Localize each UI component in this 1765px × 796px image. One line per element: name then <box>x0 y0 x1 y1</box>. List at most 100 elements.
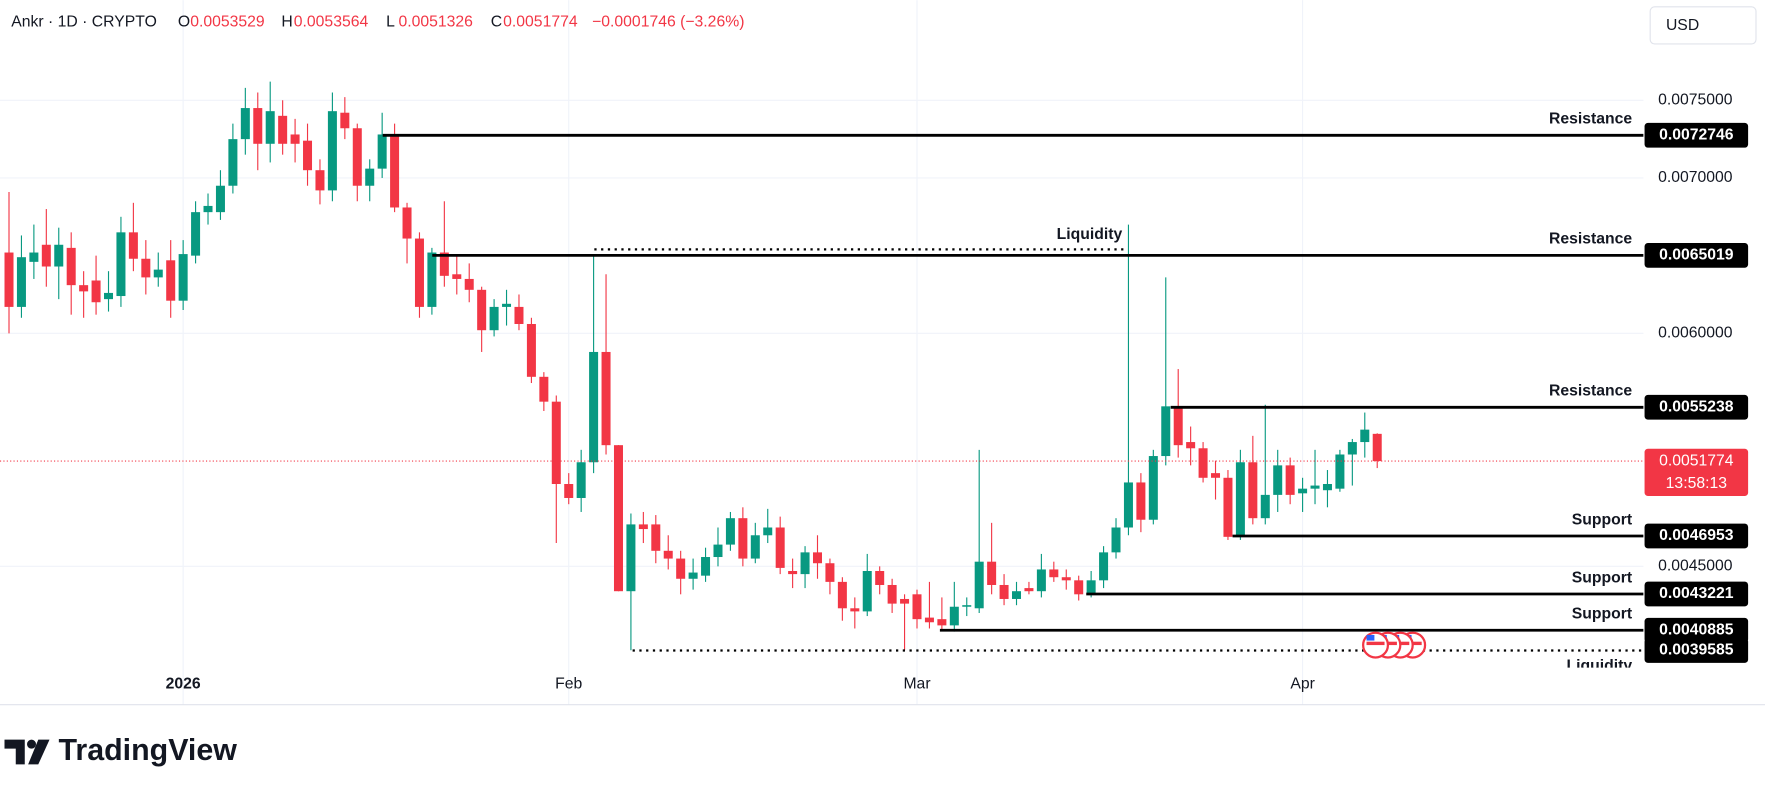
candle-body <box>1223 477 1233 537</box>
candle-body <box>402 207 412 239</box>
candle-body <box>626 524 636 592</box>
event-icon-canton <box>1366 634 1375 641</box>
candle-body <box>303 140 313 171</box>
candle-body <box>16 257 26 307</box>
candle-body <box>66 247 76 286</box>
candle-body <box>887 584 897 604</box>
price-box <box>1644 581 1749 607</box>
last-price-label: 0.0051774 <box>1659 452 1734 469</box>
candle-body <box>663 550 673 559</box>
last-price-box <box>1644 448 1749 497</box>
candle-body <box>912 594 922 620</box>
ohlc-key: H <box>281 14 292 31</box>
candle-body <box>390 134 400 208</box>
candle-body <box>837 581 847 609</box>
candle-body <box>713 544 723 558</box>
candle-body <box>999 584 1009 599</box>
candle-body <box>1061 577 1071 581</box>
candle-body <box>1260 494 1270 519</box>
candle-body <box>91 280 101 303</box>
candle-body <box>763 527 773 536</box>
plot-area: Resistance Resistance Resistance Support Sup… <box>0 81 1644 668</box>
candle-body <box>1372 433 1382 462</box>
ohlc-value: 0.0051774 <box>503 14 578 31</box>
price-box <box>1644 394 1749 420</box>
candle-body <box>539 376 549 402</box>
price-axis: 0.0075000 0.0070000 0.0060000 0.0045000 <box>1658 91 1733 574</box>
candle-body <box>315 170 325 191</box>
price-box <box>1644 242 1749 268</box>
candle-body <box>1099 552 1109 581</box>
candle-body <box>215 185 225 213</box>
candle-body <box>191 212 201 256</box>
candle-body <box>340 112 350 129</box>
candle-body <box>1049 569 1059 578</box>
ohlc-key: O <box>178 14 190 31</box>
currency-button[interactable] <box>1649 6 1757 45</box>
symbol: Ankr · 1D · CRYPTO <box>11 14 157 31</box>
candle-body <box>1111 527 1121 553</box>
price-box <box>1644 523 1749 549</box>
y-tick-label: 0.0045000 <box>1658 557 1733 574</box>
candle-body <box>613 445 623 592</box>
candle-body <box>788 571 798 575</box>
candle-body <box>1235 462 1245 537</box>
candle-body <box>104 292 114 300</box>
candle-body <box>1074 580 1084 595</box>
candle-body <box>1310 485 1320 489</box>
candle-body <box>365 168 375 186</box>
candle-body <box>551 401 561 485</box>
candle-body <box>688 572 698 579</box>
candle-body <box>862 571 872 612</box>
candle-body <box>937 619 947 626</box>
candle-body <box>1248 462 1258 519</box>
candle-body <box>1036 569 1046 592</box>
candle-body <box>290 134 300 144</box>
candle-body <box>701 557 711 576</box>
candle-body <box>514 306 524 324</box>
price-label: 0.0040885 <box>1659 621 1734 638</box>
liquidity-label: Liquidity <box>1057 226 1123 243</box>
level-label: Resistance <box>1549 383 1632 400</box>
ohlc-value: 0.0053564 <box>294 14 369 31</box>
candle-body <box>526 323 536 377</box>
candle-body <box>974 561 984 609</box>
candle-body <box>377 134 387 169</box>
candle-body <box>4 252 14 307</box>
candle-body <box>502 303 512 307</box>
candle-body <box>54 244 64 267</box>
candle-body <box>850 608 860 612</box>
candle-body <box>1024 588 1034 592</box>
currency[interactable]: USD <box>1666 17 1699 34</box>
candle-body <box>1285 465 1295 495</box>
candle-body <box>489 306 499 331</box>
candle-body <box>987 561 997 585</box>
candle-body <box>327 111 337 191</box>
candle-body <box>589 351 599 463</box>
candle-body <box>576 462 586 498</box>
logo-icon <box>4 739 50 765</box>
candle-body <box>240 108 250 140</box>
candle-body <box>153 269 163 278</box>
candle-body <box>676 558 686 579</box>
candle-body <box>1161 406 1171 457</box>
candle-body <box>1136 482 1146 520</box>
level-label: Resistance <box>1549 231 1632 248</box>
event-icon-stripe <box>1366 641 1385 646</box>
price-label: 0.0043221 <box>1659 585 1734 602</box>
candle-body <box>141 258 151 278</box>
y-tick-label: 0.0060000 <box>1658 324 1733 341</box>
candle-body <box>452 274 462 279</box>
candle-body <box>228 139 238 186</box>
candle-body <box>427 252 437 307</box>
candle-body <box>278 115 288 144</box>
countdown: 13:58:13 <box>1666 475 1728 492</box>
candle-body <box>738 518 748 559</box>
candle-body <box>265 111 275 144</box>
candle-body <box>1186 442 1196 449</box>
candle-body <box>750 535 760 559</box>
candle-body <box>128 232 138 259</box>
